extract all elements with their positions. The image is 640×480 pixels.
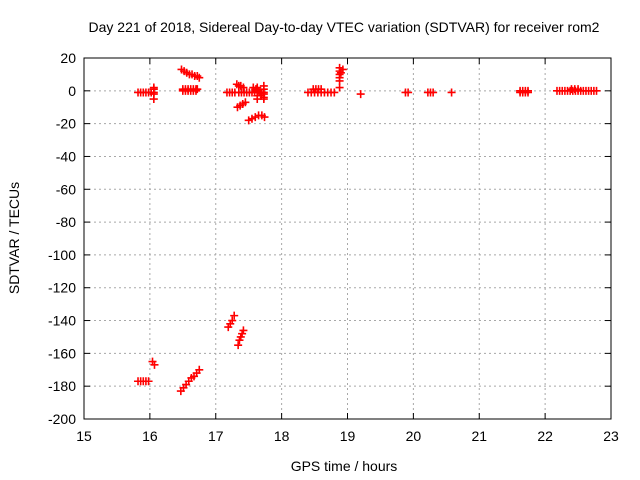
- y-tick-label: -80: [56, 214, 76, 230]
- x-tick-label: 22: [537, 428, 553, 444]
- y-axis-label: SDTVAR / TECUs: [6, 182, 22, 294]
- y-tick-label: 0: [68, 83, 76, 99]
- y-tick-label: -60: [56, 181, 76, 197]
- data-point: [144, 377, 153, 386]
- x-tick-label: 20: [406, 428, 422, 444]
- x-tick-label: 18: [274, 428, 290, 444]
- y-tick-label: -200: [48, 411, 76, 427]
- data-point: [356, 90, 365, 99]
- data-point: [317, 85, 326, 94]
- data-point: [592, 86, 601, 95]
- data-point: [230, 311, 239, 320]
- data-point: [574, 85, 583, 94]
- plot-frame: [83, 57, 612, 420]
- x-tick-label: 16: [142, 428, 158, 444]
- y-tick-label: -120: [48, 280, 76, 296]
- x-tick-label: 21: [471, 428, 487, 444]
- x-tick-label: 15: [76, 428, 92, 444]
- data-point: [335, 83, 344, 92]
- data-point: [447, 88, 456, 97]
- data-point: [150, 360, 159, 369]
- x-tick-label: 23: [603, 428, 619, 444]
- tick-labels: 15 16 17 18 19 20 21 22 23 20 0 -20 -40 -60 -80 -100 -12…: [48, 50, 619, 444]
- data-point: [234, 341, 243, 350]
- data-point: [338, 65, 347, 74]
- data-points: [134, 63, 601, 396]
- x-axis-label: GPS time / hours: [291, 458, 398, 474]
- data-point: [241, 98, 250, 107]
- x-tick-label: 19: [340, 428, 356, 444]
- data-point: [330, 88, 339, 97]
- data-point: [259, 81, 268, 90]
- data-point: [404, 88, 413, 97]
- grid: [84, 58, 611, 419]
- data-point: [523, 88, 532, 97]
- data-point: [228, 316, 237, 325]
- y-tick-label: -160: [48, 345, 76, 361]
- data-point: [195, 365, 204, 374]
- data-point: [193, 85, 202, 94]
- y-tick-label: -180: [48, 378, 76, 394]
- chart-title: Day 221 of 2018, Sidereal Day-to-day VTE…: [89, 19, 600, 35]
- y-tick-label: -20: [56, 116, 76, 132]
- data-point: [429, 88, 438, 97]
- y-tick-label: 20: [60, 50, 76, 66]
- data-point: [191, 86, 200, 95]
- data-point: [260, 113, 269, 122]
- y-tick-label: -140: [48, 313, 76, 329]
- data-point: [253, 83, 262, 92]
- x-tick-label: 17: [208, 428, 224, 444]
- data-point: [195, 73, 204, 82]
- data-point: [239, 326, 248, 335]
- y-tick-label: -40: [56, 148, 76, 164]
- y-tick-label: -100: [48, 247, 76, 263]
- data-point: [149, 83, 158, 92]
